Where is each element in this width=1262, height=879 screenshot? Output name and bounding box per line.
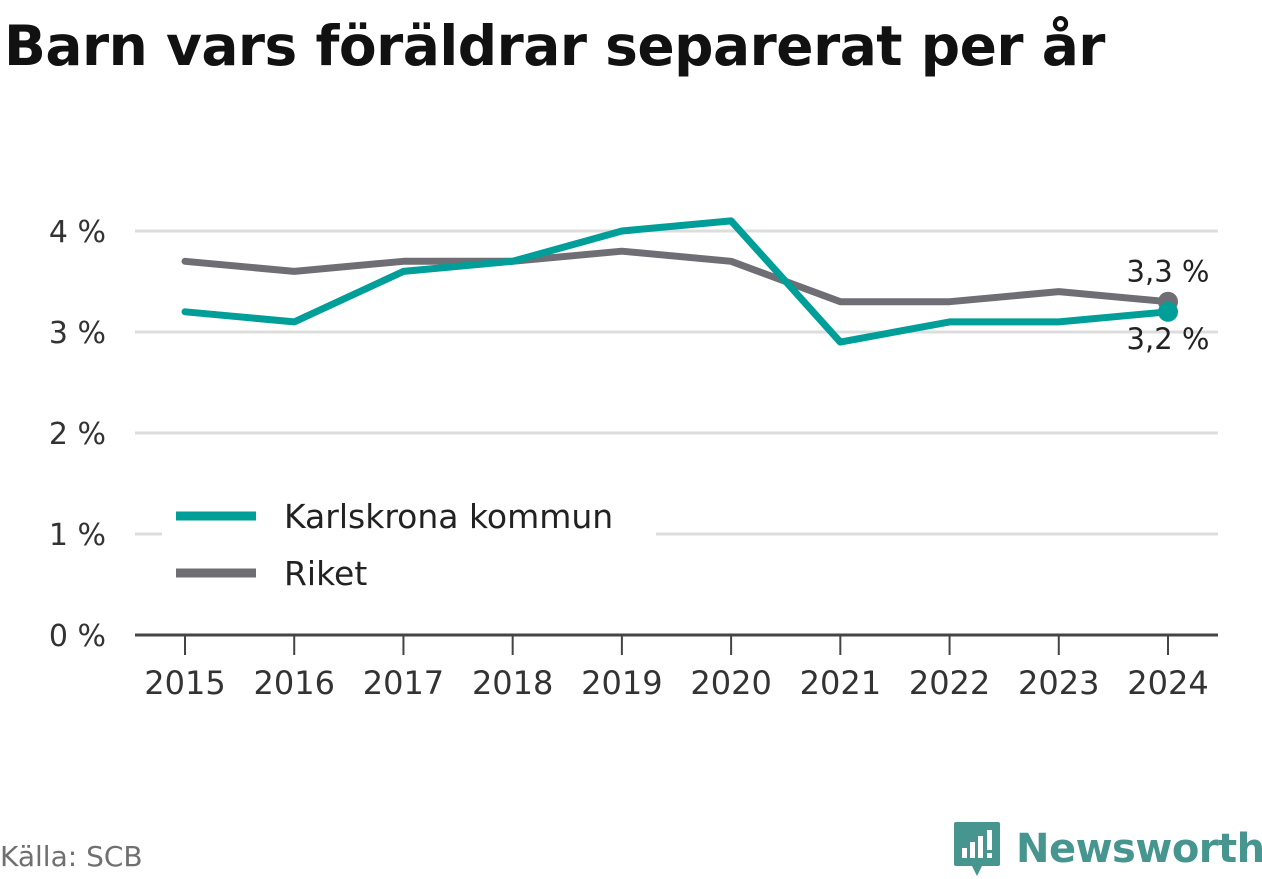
x-tick-label: 2023 xyxy=(1018,664,1099,702)
y-tick-label: 0 % xyxy=(49,619,106,654)
series-line xyxy=(181,247,1172,306)
gridlines xyxy=(135,229,1218,536)
x-tick-label: 2020 xyxy=(690,664,771,702)
x-tick-label: 2017 xyxy=(363,664,444,702)
x-tick-label: 2018 xyxy=(472,664,553,702)
y-tick-label: 3 % xyxy=(49,316,106,351)
chart-title: Barn vars föräldrar separerat per år xyxy=(4,14,1105,78)
x-tick-label: 2021 xyxy=(800,664,881,702)
legend-label: Karlskrona kommun xyxy=(284,497,613,536)
legend: Karlskrona kommun Riket xyxy=(162,490,656,608)
x-tick-label: 2024 xyxy=(1127,664,1208,702)
x-tick-label: 2016 xyxy=(254,664,335,702)
legend-background xyxy=(162,490,656,608)
x-axis: 2015 2016 2017 2018 2019 2020 2021 2022 2023 2024 xyxy=(135,633,1218,702)
x-tick-label: 2019 xyxy=(581,664,662,702)
newsworthy-icon xyxy=(954,822,1000,876)
series-lines xyxy=(181,217,1178,346)
end-value-label: 3,2 % xyxy=(1127,322,1210,356)
end-point-marker xyxy=(1158,301,1178,322)
series-line xyxy=(181,217,1172,346)
source-note: Källa: SCB xyxy=(0,840,143,873)
brand-logo[interactable]: Newsworthy xyxy=(952,820,1262,878)
y-tick-label: 2 % xyxy=(49,417,106,452)
y-tick-label: 1 % xyxy=(49,518,106,553)
y-axis: 0 % 1 % 2 % 3 % 4 % xyxy=(49,215,106,654)
x-tick-label: 2015 xyxy=(144,664,225,702)
end-labels: 3,3 % 3,2 % xyxy=(1127,255,1210,356)
legend-label: Riket xyxy=(284,554,367,593)
end-value-label: 3,3 % xyxy=(1127,255,1210,289)
y-tick-label: 4 % xyxy=(49,215,106,250)
x-tick-label: 2022 xyxy=(909,664,990,702)
brand-name: Newsworthy xyxy=(1016,826,1262,872)
